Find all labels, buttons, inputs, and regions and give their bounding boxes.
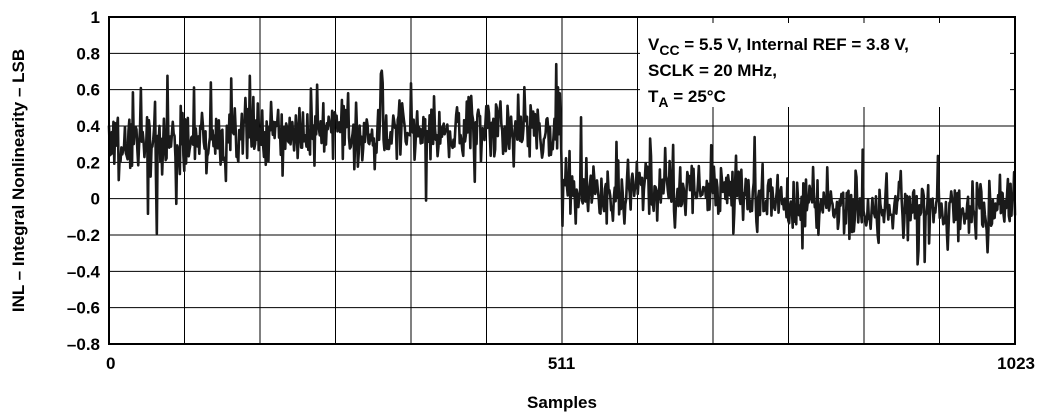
y-tick-label: –0.2 — [67, 226, 100, 245]
y-tick-label: 0.8 — [76, 44, 100, 63]
annotation-line: TA = 25°C — [648, 87, 726, 110]
annotation-line: VCC = 5.5 V, Internal REF = 3.8 V, — [648, 35, 909, 58]
y-tick-label: 0.6 — [76, 81, 100, 100]
annotation-text: VCC = 5.5 V, Internal REF = 3.8 V, SCLK =… — [648, 35, 909, 110]
y-tick-label: 0.4 — [76, 117, 100, 136]
y-tick-label: –0.6 — [67, 299, 100, 318]
y-tick-label: 0 — [91, 190, 100, 209]
y-tick-label: 0.2 — [76, 153, 100, 172]
plot-frame — [108, 16, 1016, 345]
annotation-line: SCLK = 20 MHz, — [648, 61, 777, 80]
y-tick-labels: 1 0.8 0.6 0.4 0.2 0 –0.2 –0.4 –0.6 –0.8 — [67, 8, 101, 354]
annotation-box — [640, 23, 1010, 107]
x-tick-label: 1023 — [997, 354, 1035, 373]
x-tick-label: 511 — [548, 354, 575, 373]
y-tick-label: 1 — [91, 8, 100, 27]
x-tick-labels: 0 511 1023 — [106, 354, 1035, 373]
y-tick-label: –0.4 — [67, 262, 101, 281]
series-layer — [107, 62, 1017, 266]
x-tick-label: 0 — [106, 354, 115, 373]
y-tick-label: –0.8 — [67, 335, 100, 354]
x-axis-title: Samples — [527, 393, 597, 412]
y-axis-title: INL – Integral Nonlinearity – LSB — [9, 49, 28, 312]
inl-series-line — [107, 62, 1017, 266]
